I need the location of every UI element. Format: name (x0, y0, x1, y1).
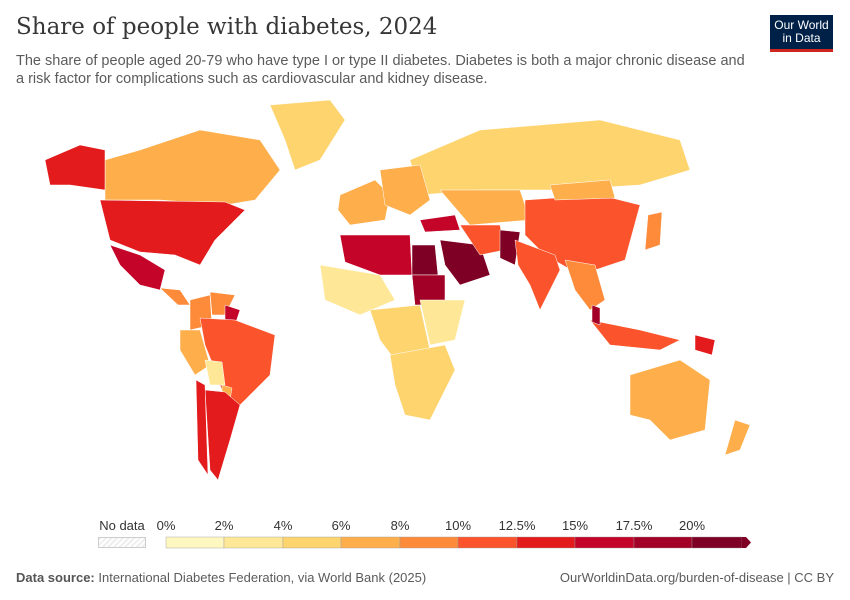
region-indonesia[interactable] (589, 319, 681, 351)
legend-tick-label: 4% (273, 518, 293, 533)
region-russia[interactable] (409, 119, 691, 196)
legend-bin-0[interactable] (165, 536, 225, 549)
owid-logo[interactable]: Our World in Data (770, 15, 833, 52)
region-southeast-asia[interactable] (564, 259, 606, 311)
region-mongolia[interactable] (549, 179, 616, 201)
legend-tick-label: 2% (214, 518, 234, 533)
region-papua-new-guinea[interactable] (694, 334, 716, 356)
legend-bin-3[interactable] (340, 536, 401, 549)
legend-bin-2[interactable] (282, 536, 342, 549)
region-greenland[interactable] (269, 99, 346, 171)
region-mexico[interactable] (109, 244, 166, 291)
region-pakistan[interactable] (499, 229, 521, 266)
legend-tick-label: 0% (156, 518, 176, 533)
legend-no-data-label: No data (99, 518, 145, 533)
region-united-states[interactable] (99, 199, 246, 266)
legend-tick-label: 8% (390, 518, 410, 533)
source-text: International Diabetes Federation, via W… (98, 570, 427, 585)
footer-link[interactable]: OurWorldinData.org/burden-of-disease | C… (559, 570, 834, 585)
legend-bin-5[interactable] (457, 536, 518, 549)
region-southern-africa[interactable] (389, 344, 456, 421)
legend-bin-7[interactable] (574, 536, 635, 549)
page-title: Share of people with diabetes, 2024 (16, 14, 438, 40)
legend-tick-label: 10% (444, 518, 472, 533)
legend-tick-label: 17.5% (615, 518, 653, 533)
legend-bin-8[interactable] (633, 536, 693, 549)
region-india[interactable] (514, 239, 561, 311)
legend-tick-label: 15% (561, 518, 589, 533)
legend-bin-9[interactable] (691, 536, 743, 549)
region-west-africa[interactable] (319, 264, 396, 316)
legend-tick-label: 12.5% (498, 518, 536, 533)
legend-tick-label: 6% (331, 518, 351, 533)
world-map[interactable] (0, 95, 850, 515)
region-north-africa[interactable] (339, 234, 413, 276)
region-bolivia[interactable] (204, 359, 226, 386)
legend-arrow (742, 537, 751, 548)
region-japan[interactable] (644, 211, 663, 251)
region-malaysia[interactable] (591, 304, 601, 326)
region-new-zealand[interactable] (724, 419, 751, 456)
region-east-africa[interactable] (419, 299, 466, 346)
legend-color-bar (165, 536, 751, 549)
region-central-america[interactable] (159, 287, 191, 306)
region-eastern-europe[interactable] (379, 164, 431, 216)
region-chile[interactable] (195, 379, 209, 476)
legend-bin-6[interactable] (516, 536, 576, 549)
page-subtitle: The share of people aged 20-79 who have … (16, 53, 745, 87)
legend-tick-label: 20% (678, 518, 706, 533)
region-argentina[interactable] (204, 389, 241, 481)
region-canada[interactable] (104, 129, 281, 206)
region-turkey[interactable] (419, 214, 461, 233)
footer-source: Data source: International Diabetes Fede… (16, 570, 427, 585)
region-australia[interactable] (629, 359, 711, 441)
legend-bin-1[interactable] (223, 536, 284, 549)
legend-no-data-swatch (98, 537, 146, 548)
region-western-europe[interactable] (337, 179, 391, 226)
region-alaska[interactable] (44, 144, 106, 191)
region-peru[interactable] (179, 329, 211, 376)
legend-bin-4[interactable] (399, 536, 459, 549)
region-egypt[interactable] (411, 244, 439, 276)
